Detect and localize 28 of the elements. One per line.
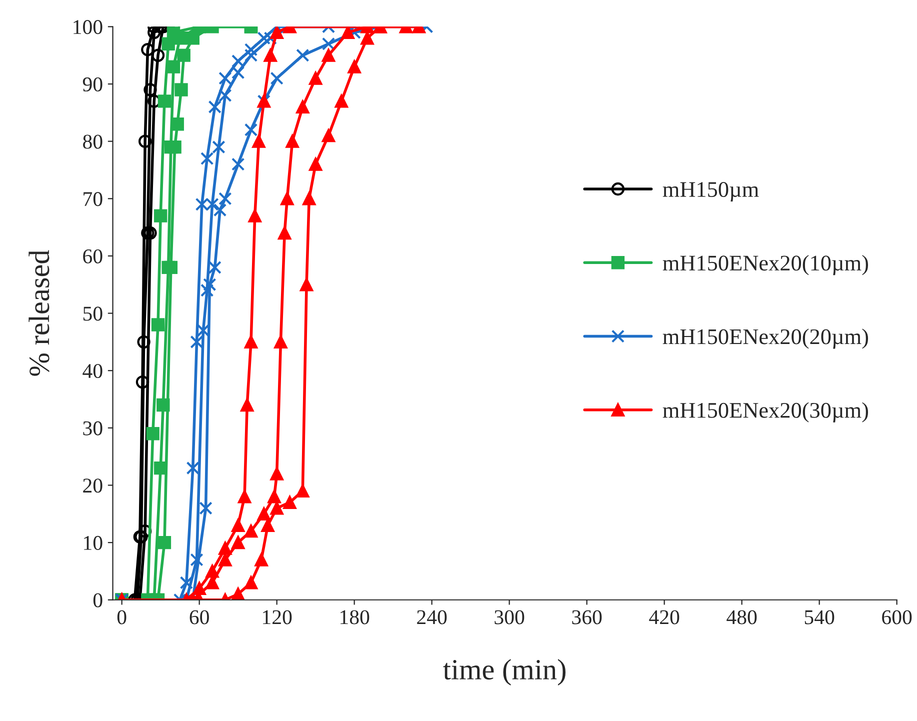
x-tick-label: 300 (494, 610, 524, 624)
y-tick-label: 10 (84, 536, 102, 550)
y-tick-label: 60 (83, 249, 102, 264)
y-tick-label: 90 (82, 77, 102, 92)
y-tick-label: 80 (83, 134, 102, 149)
legend-label: mH150ENex20(20µm) (662, 328, 868, 349)
x-tick-label: 0 (117, 610, 126, 624)
y-tick-label: 70 (84, 192, 102, 206)
y-tick-label: 50 (83, 306, 102, 321)
x-tick-label: 360 (572, 610, 602, 624)
x-tick-label: 240 (417, 610, 447, 624)
y-tick-label: 0 (93, 593, 102, 608)
y-axis-title: % released (28, 250, 50, 376)
x-tick-label: 540 (804, 610, 834, 624)
x-tick-label: 420 (649, 610, 680, 624)
x-tick-label: 600 (882, 610, 912, 624)
y-tick-label: 100 (74, 20, 102, 34)
x-tick-label: 180 (340, 610, 370, 624)
x-axis-title: time (min) (443, 659, 566, 686)
legend-label: mH150ENex20(30µm) (662, 402, 868, 422)
x-tick-label: 60 (190, 610, 209, 624)
x-tick-label: 120 (263, 610, 292, 624)
legend-label: mH150µm (662, 182, 759, 202)
legend-label: mH150ENex20(10µm) (662, 254, 868, 276)
y-tick-label: 40 (82, 364, 102, 378)
y-tick-label: 20 (83, 478, 102, 493)
x-tick-label: 480 (726, 610, 757, 624)
y-tick-label: 30 (83, 421, 102, 436)
